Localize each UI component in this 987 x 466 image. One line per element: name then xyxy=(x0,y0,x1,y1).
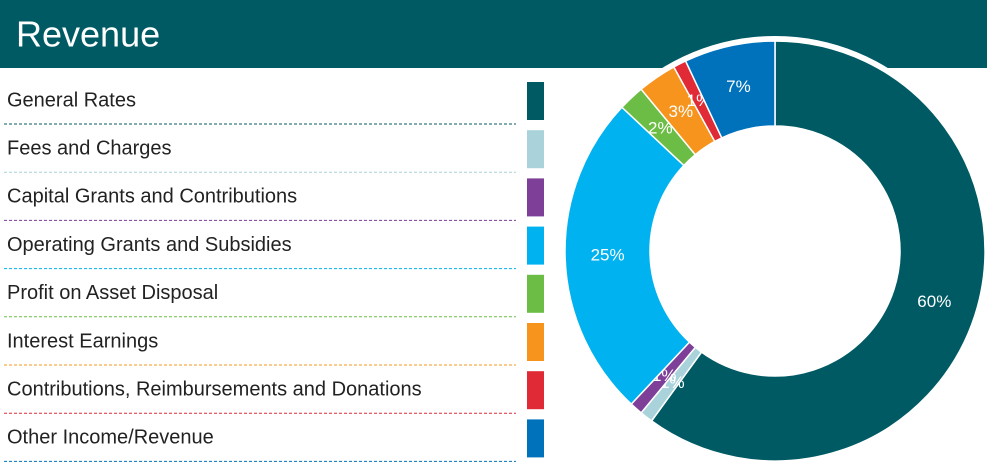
legend-label: Fees and Charges xyxy=(7,137,172,159)
legend-label: Other Income/Revenue xyxy=(7,427,214,449)
legend-label: Operating Grants and Subsidies xyxy=(7,234,292,256)
legend-label: Interest Earnings xyxy=(7,330,158,352)
slice-label: 2% xyxy=(648,118,673,137)
legend-swatch xyxy=(527,419,544,458)
legend-label: General Rates xyxy=(7,89,136,111)
legend-swatch xyxy=(527,323,544,361)
legend-label: Capital Grants and Contributions xyxy=(7,186,297,208)
legend-label: Profit on Asset Disposal xyxy=(7,282,218,304)
legend-swatch xyxy=(527,274,544,313)
legend-swatch xyxy=(527,82,544,120)
slice-label: 25% xyxy=(591,246,625,265)
slice-label: 7% xyxy=(726,77,751,96)
donut-slice xyxy=(684,40,776,139)
slice-label: 60% xyxy=(917,292,951,311)
chart-title: Revenue xyxy=(16,14,160,55)
legend-swatch xyxy=(527,371,544,410)
legend-swatch xyxy=(527,130,544,169)
legend-swatch xyxy=(527,226,544,265)
donut-slice xyxy=(564,106,691,406)
donut-slice xyxy=(650,40,986,462)
legend-swatch xyxy=(527,178,544,217)
legend-label: Contributions, Reimbursements and Donati… xyxy=(7,378,422,400)
slice-label: 3% xyxy=(669,102,694,121)
